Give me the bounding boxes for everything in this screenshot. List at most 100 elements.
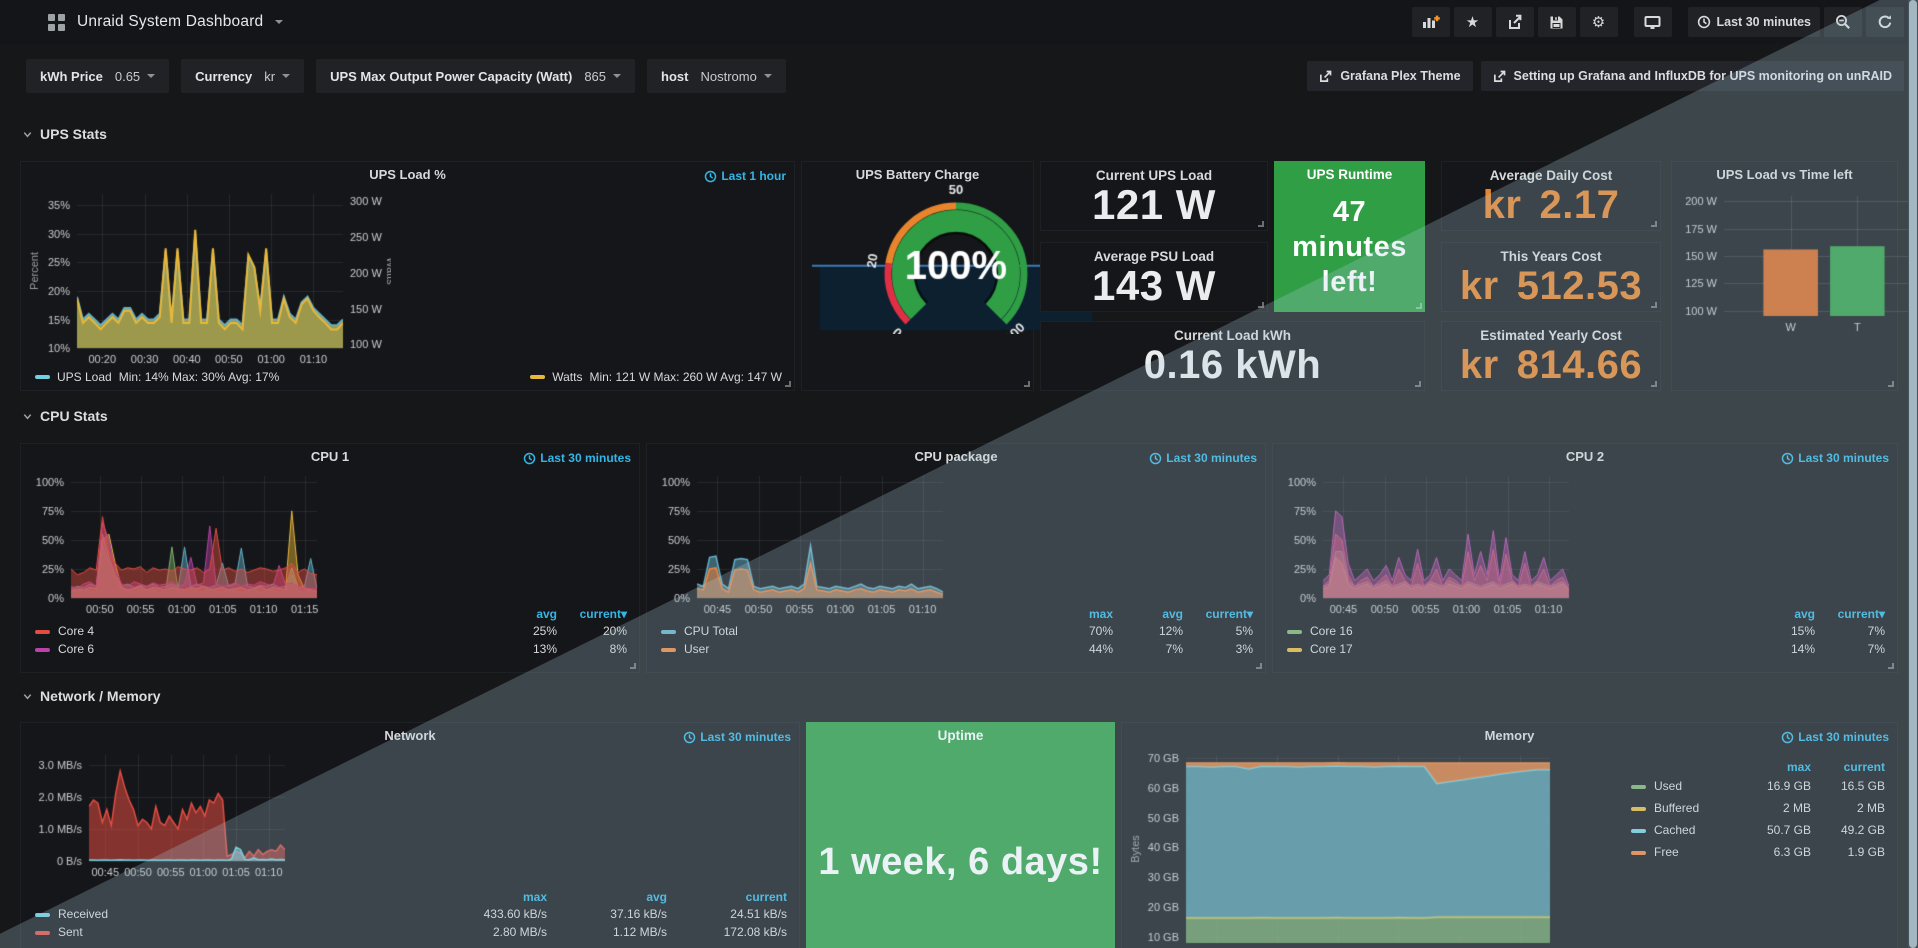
legend-series-toggle[interactable]: Buffered xyxy=(1629,797,1739,819)
panel-title[interactable]: CPU 1 xyxy=(310,449,350,464)
time-range-badge[interactable]: Last 30 minutes xyxy=(683,730,791,744)
network-graph[interactable] xyxy=(27,747,295,881)
legend-series-toggle[interactable]: Free xyxy=(1629,841,1739,863)
link-grafana-influxdb-guide[interactable]: Setting up Grafana and InfluxDB for UPS … xyxy=(1480,61,1904,91)
resize-handle[interactable] xyxy=(1416,303,1422,309)
time-range-badge[interactable]: Last 1 hour xyxy=(704,169,786,183)
panel-title[interactable]: UPS Battery Charge xyxy=(855,167,980,182)
legend-series-toggle[interactable]: Cached xyxy=(1629,819,1739,841)
series-color-marker[interactable] xyxy=(661,647,676,652)
variable-value-dropdown[interactable]: kr xyxy=(264,69,291,84)
legend-sort-header[interactable]: max xyxy=(522,890,547,904)
series-color-marker[interactable] xyxy=(1287,647,1302,652)
resize-handle[interactable] xyxy=(1651,302,1657,308)
row-header-network-memory[interactable]: Network / Memory xyxy=(22,688,161,704)
variable-value-dropdown[interactable]: 865 xyxy=(584,69,622,84)
refresh-button[interactable] xyxy=(1866,7,1904,37)
series-color-marker[interactable] xyxy=(1287,629,1302,634)
legend-series-toggle[interactable]: Core 17 xyxy=(1285,640,1747,658)
legend-sort-header[interactable]: current▾ xyxy=(1205,607,1253,621)
scrollbar[interactable] xyxy=(1908,0,1918,948)
resize-handle[interactable] xyxy=(1888,381,1894,387)
dashboard-title[interactable]: Unraid System Dashboard xyxy=(77,13,264,30)
panel-title[interactable]: Memory xyxy=(1484,728,1535,743)
legend-series-toggle[interactable]: Core 16 xyxy=(1285,622,1747,640)
memory-graph[interactable] xyxy=(1128,747,1560,948)
panel-title[interactable]: Average Daily Cost xyxy=(1489,168,1613,183)
panel-title[interactable]: Estimated Yearly Cost xyxy=(1480,328,1622,343)
share-button[interactable] xyxy=(1495,7,1534,37)
settings-button[interactable]: ⚙ xyxy=(1579,7,1618,37)
legend-sort-header[interactable]: current xyxy=(1843,760,1885,774)
legend-series-toggle[interactable]: Watts Min: 121 W Max: 260 W Avg: 147 W xyxy=(530,370,782,384)
zoom-out-button[interactable] xyxy=(1824,7,1862,37)
panel-title[interactable]: CPU package xyxy=(914,449,998,464)
legend-series-toggle[interactable]: Sent xyxy=(33,923,429,941)
panel-title[interactable]: UPS Load vs Time left xyxy=(1716,167,1853,182)
panel-title[interactable]: Network xyxy=(384,728,436,743)
resize-handle[interactable] xyxy=(1651,221,1657,227)
series-color-marker[interactable] xyxy=(1631,806,1646,811)
panel-title[interactable]: This Years Cost xyxy=(1500,249,1602,264)
legend-series-toggle[interactable]: CPU Total xyxy=(659,622,1045,640)
legend-sort-header[interactable]: max xyxy=(1088,607,1113,621)
resize-handle[interactable] xyxy=(1024,381,1030,387)
resize-handle[interactable] xyxy=(1258,221,1264,227)
series-color-marker[interactable] xyxy=(35,629,50,634)
panel-title[interactable]: UPS Load % xyxy=(369,167,446,182)
ups-load-graph[interactable] xyxy=(27,186,391,368)
scrollbar-thumb[interactable] xyxy=(1909,0,1917,948)
cycle-view-button[interactable] xyxy=(1633,7,1672,37)
resize-handle[interactable] xyxy=(630,663,636,669)
resize-handle[interactable] xyxy=(1651,381,1657,387)
variable-value-dropdown[interactable]: Nostromo xyxy=(700,69,772,84)
load-vs-time-bar-chart[interactable] xyxy=(1678,186,1918,336)
series-color-marker[interactable] xyxy=(35,930,50,935)
legend-sort-header[interactable]: avg xyxy=(536,607,557,621)
resize-handle[interactable] xyxy=(1415,381,1421,387)
series-color-marker[interactable] xyxy=(1631,850,1646,855)
legend-sort-header[interactable]: avg xyxy=(1162,607,1183,621)
legend-sort-header[interactable]: current xyxy=(745,890,787,904)
cpu1-graph[interactable] xyxy=(27,468,327,618)
row-header-cpu-stats[interactable]: CPU Stats xyxy=(22,408,108,424)
legend-series-toggle[interactable]: Used xyxy=(1629,775,1739,797)
cpu-package-graph[interactable] xyxy=(653,468,953,618)
star-button[interactable]: ★ xyxy=(1453,7,1492,37)
time-range-badge[interactable]: Last 30 minutes xyxy=(1149,451,1257,465)
legend-sort-header[interactable]: current▾ xyxy=(579,607,627,621)
panel-title[interactable]: Current UPS Load xyxy=(1095,168,1213,183)
legend-series-toggle[interactable]: Core 4 xyxy=(33,622,489,640)
series-color-marker[interactable] xyxy=(35,912,50,917)
series-color-marker[interactable] xyxy=(1631,784,1646,789)
panel-title[interactable]: Current Load kWh xyxy=(1174,328,1291,343)
time-range-picker[interactable]: Last 30 minutes xyxy=(1687,7,1820,37)
series-color-marker[interactable] xyxy=(661,629,676,634)
legend-series-toggle[interactable]: Received xyxy=(33,905,429,923)
legend-sort-header[interactable]: avg xyxy=(1794,607,1815,621)
time-range-badge[interactable]: Last 30 minutes xyxy=(523,451,631,465)
row-header-ups-stats[interactable]: UPS Stats xyxy=(22,126,107,142)
time-range-badge[interactable]: Last 30 minutes xyxy=(1781,730,1889,744)
link-grafana-plex-theme[interactable]: Grafana Plex Theme xyxy=(1307,61,1473,91)
panel-title[interactable]: UPS Runtime xyxy=(1306,167,1393,182)
legend-sort-header[interactable]: current▾ xyxy=(1837,607,1885,621)
resize-handle[interactable] xyxy=(1258,302,1264,308)
legend-series-toggle[interactable]: Core 6 xyxy=(33,640,489,658)
resize-handle[interactable] xyxy=(785,381,791,387)
legend-sort-header[interactable]: avg xyxy=(646,890,667,904)
time-range-badge[interactable]: Last 30 minutes xyxy=(1781,451,1889,465)
cpu2-graph[interactable] xyxy=(1279,468,1579,618)
legend-series-toggle[interactable]: UPS Load Min: 14% Max: 30% Avg: 17% xyxy=(35,370,279,384)
series-color-marker[interactable] xyxy=(35,647,50,652)
panel-title[interactable]: Uptime xyxy=(937,728,984,743)
legend-series-toggle[interactable]: User xyxy=(659,640,1045,658)
add-panel-button[interactable] xyxy=(1411,7,1450,37)
series-color-marker[interactable] xyxy=(1631,828,1646,833)
resize-handle[interactable] xyxy=(1888,663,1894,669)
variable-value-dropdown[interactable]: 0.65 xyxy=(115,69,156,84)
resize-handle[interactable] xyxy=(1256,663,1262,669)
panel-title[interactable]: Average PSU Load xyxy=(1093,249,1215,264)
legend-sort-header[interactable]: max xyxy=(1786,760,1811,774)
dashboard-picker-icon[interactable] xyxy=(48,13,65,31)
